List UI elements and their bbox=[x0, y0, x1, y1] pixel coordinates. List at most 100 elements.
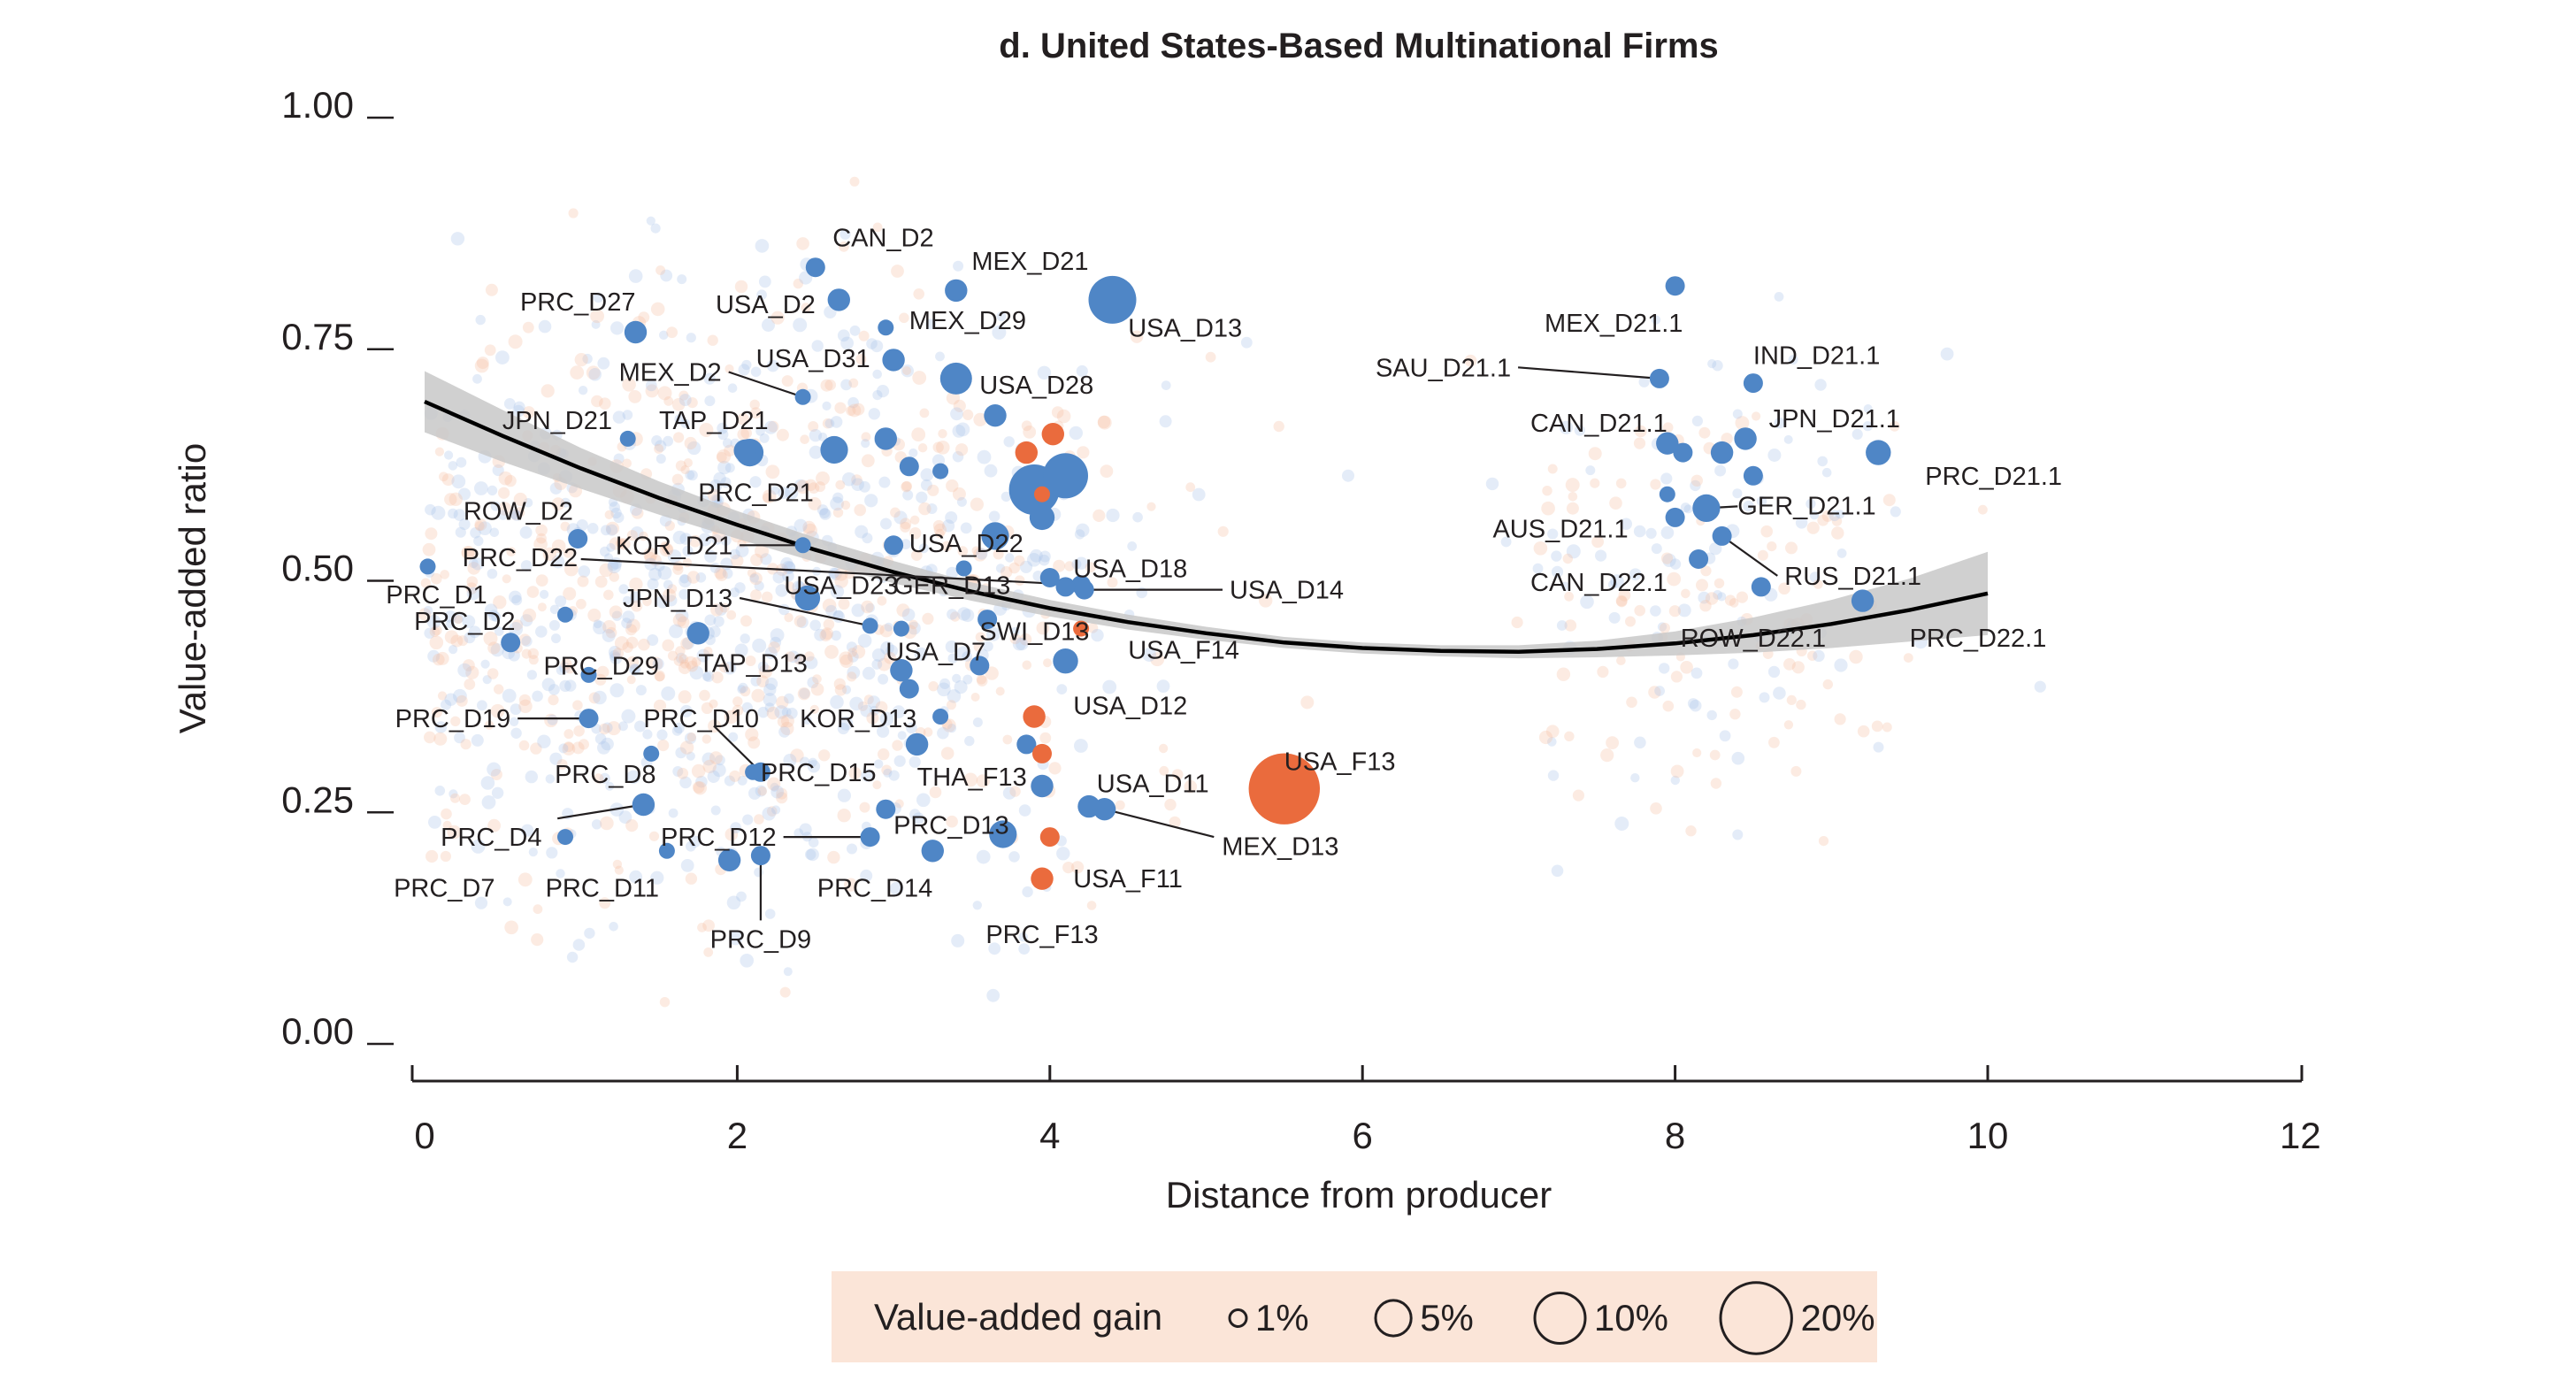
background-point bbox=[1834, 713, 1846, 725]
background-point bbox=[945, 640, 958, 653]
background-point bbox=[663, 435, 673, 447]
background-point bbox=[1485, 477, 1499, 491]
background-point bbox=[942, 519, 955, 533]
background-point bbox=[704, 549, 717, 564]
background-point bbox=[487, 485, 498, 496]
background-point bbox=[722, 568, 733, 579]
background-point bbox=[1677, 603, 1691, 617]
data-point-prc-d19 bbox=[579, 709, 599, 729]
background-point bbox=[540, 384, 555, 398]
background-point bbox=[741, 702, 753, 714]
background-point bbox=[467, 562, 480, 575]
background-point bbox=[920, 479, 932, 491]
background-point bbox=[794, 615, 807, 628]
background-point bbox=[667, 650, 678, 661]
background-point bbox=[1670, 775, 1681, 786]
background-point bbox=[1016, 638, 1029, 651]
background-point bbox=[684, 733, 697, 745]
background-point bbox=[1164, 798, 1177, 811]
background-point bbox=[1062, 862, 1075, 874]
background-point bbox=[1185, 482, 1196, 493]
data-point bbox=[1659, 486, 1675, 502]
background-point bbox=[609, 571, 619, 582]
background-point bbox=[654, 670, 665, 682]
background-point bbox=[1814, 379, 1827, 391]
background-point bbox=[480, 659, 490, 669]
background-point bbox=[530, 742, 542, 755]
background-point bbox=[1836, 510, 1845, 519]
background-point bbox=[737, 685, 747, 694]
background-point bbox=[613, 453, 625, 464]
background-point bbox=[1551, 864, 1564, 878]
data-point-prc-d4 bbox=[632, 793, 656, 817]
background-point bbox=[756, 289, 767, 301]
x-tick-label: 6 bbox=[1353, 1115, 1373, 1156]
data-point-mex-d29 bbox=[878, 319, 894, 336]
background-point bbox=[609, 649, 620, 662]
data-point bbox=[932, 463, 949, 479]
background-point bbox=[833, 678, 846, 690]
background-point bbox=[1076, 523, 1090, 537]
background-point bbox=[451, 474, 466, 489]
background-point bbox=[877, 725, 890, 738]
background-point bbox=[749, 399, 760, 410]
background-point bbox=[740, 615, 752, 627]
background-point bbox=[1000, 491, 1012, 502]
background-point bbox=[911, 427, 926, 442]
background-point bbox=[900, 518, 912, 530]
background-point bbox=[679, 574, 689, 584]
point-label: PRC_F13 bbox=[985, 921, 1098, 949]
background-point bbox=[531, 933, 544, 947]
background-point bbox=[1831, 526, 1844, 540]
background-point bbox=[748, 736, 761, 749]
background-point bbox=[763, 683, 777, 696]
background-point bbox=[1707, 359, 1717, 369]
background-point bbox=[418, 608, 432, 621]
legend-size-marker bbox=[1719, 1281, 1793, 1355]
data-point bbox=[1710, 441, 1734, 464]
background-point bbox=[459, 794, 471, 805]
background-point bbox=[827, 850, 840, 864]
background-point bbox=[1822, 679, 1833, 690]
background-point bbox=[1014, 555, 1025, 567]
background-point bbox=[834, 574, 848, 588]
background-point bbox=[1760, 525, 1773, 538]
background-point bbox=[724, 463, 735, 473]
background-point bbox=[812, 674, 822, 684]
background-point bbox=[537, 602, 547, 612]
background-point bbox=[629, 577, 643, 592]
background-point bbox=[834, 684, 847, 696]
data-point-jpn-d21 bbox=[619, 430, 636, 447]
background-point bbox=[1150, 652, 1165, 667]
background-point bbox=[548, 694, 559, 706]
background-point bbox=[464, 679, 476, 690]
background-point bbox=[1591, 535, 1604, 548]
background-point bbox=[1002, 734, 1013, 745]
background-point bbox=[1651, 543, 1662, 555]
data-point-can-d21-1 bbox=[1656, 432, 1679, 455]
background-point bbox=[660, 269, 673, 282]
background-point bbox=[871, 659, 883, 670]
background-point bbox=[957, 607, 971, 621]
background-point bbox=[506, 547, 517, 556]
background-point bbox=[780, 714, 794, 728]
background-point bbox=[626, 675, 636, 685]
background-point bbox=[937, 682, 951, 697]
background-point bbox=[723, 661, 737, 675]
background-point bbox=[1618, 589, 1631, 602]
background-point bbox=[621, 617, 632, 629]
background-point bbox=[793, 278, 803, 289]
background-point bbox=[647, 578, 659, 590]
background-point bbox=[466, 587, 480, 601]
background-point bbox=[571, 741, 585, 755]
background-point bbox=[1056, 409, 1071, 424]
point-label: PRC_D12 bbox=[661, 824, 777, 852]
data-point-usa-d7 bbox=[893, 620, 909, 637]
background-point bbox=[783, 967, 793, 977]
background-point bbox=[495, 350, 510, 364]
background-point bbox=[685, 872, 698, 885]
background-point bbox=[729, 770, 741, 782]
background-point bbox=[594, 673, 607, 686]
background-point bbox=[976, 774, 990, 788]
background-point bbox=[831, 630, 841, 641]
